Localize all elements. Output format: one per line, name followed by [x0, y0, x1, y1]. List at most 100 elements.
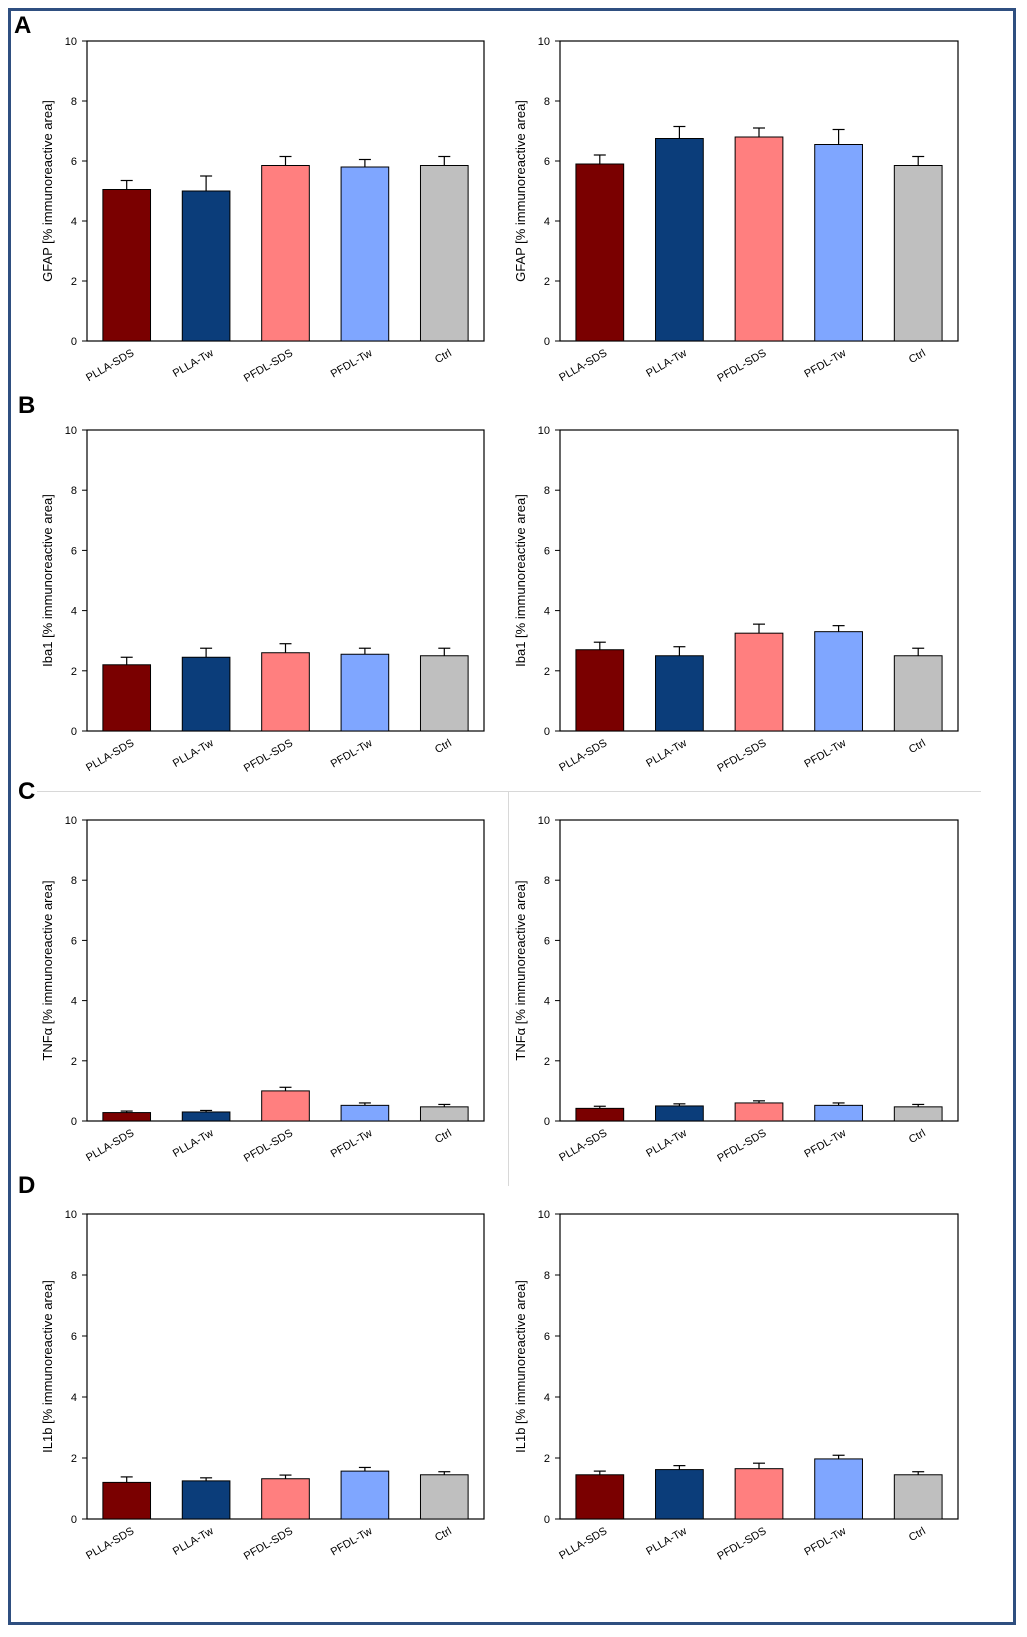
bar-pfdl-tw — [340, 653, 390, 732]
y-axis-label: Iba1 [% immunoreactive area] — [40, 494, 55, 667]
y-tick-label: 0 — [71, 726, 77, 738]
x-tick-label: PFDL-Tw — [802, 347, 848, 380]
x-tick-label: PLLA-SDS — [84, 1525, 136, 1562]
y-tick-label: 0 — [544, 1514, 550, 1526]
x-tick-label: PLLA-Tw — [171, 347, 216, 380]
y-tick-label: 2 — [544, 666, 550, 678]
y-tick-label: 0 — [544, 1116, 550, 1128]
chart-b-right: 0 2 4 6 8 10 Iba1 [% immunoreactive area] PLLA-… — [513, 425, 959, 775]
y-tick-label: 6 — [71, 156, 77, 168]
x-tick-label: Ctrl — [433, 1525, 454, 1544]
x-tick-label: PFDL-SDS — [715, 1525, 768, 1563]
y-tick-label: 6 — [71, 935, 77, 947]
y-tick-label: 2 — [71, 1453, 77, 1465]
y-tick-label: 8 — [71, 875, 77, 887]
x-tick-label: PLLA-SDS — [557, 737, 609, 774]
y-tick-label: 8 — [544, 96, 550, 108]
x-tick-label: PFDL-Tw — [329, 1525, 375, 1558]
y-tick-label: 10 — [538, 1209, 550, 1221]
y-tick-label: 0 — [544, 726, 550, 738]
bar-pfdl-tw — [814, 144, 863, 342]
y-tick-label: 0 — [544, 336, 550, 348]
panel-label-c: C — [18, 778, 36, 805]
y-tick-label: 8 — [71, 1270, 77, 1282]
y-tick-label: 6 — [544, 935, 550, 947]
y-tick-label: 10 — [65, 1209, 77, 1221]
bar-plla-sds — [575, 649, 625, 732]
y-tick-label: 4 — [71, 216, 77, 228]
bar-pfdl-sds — [261, 1478, 310, 1520]
x-tick-label: PFDL-SDS — [242, 1127, 295, 1165]
x-tick-label: PLLA-SDS — [557, 1127, 609, 1164]
panel-label-b: B — [18, 392, 36, 419]
y-tick-label: 10 — [538, 815, 550, 827]
y-tick-label: 4 — [544, 996, 550, 1008]
y-axis-label: GFAP [% immunoreactive area] — [513, 100, 528, 282]
panel-c-vertical-separator — [508, 791, 509, 1186]
y-tick-label: 2 — [544, 1056, 550, 1068]
y-tick-label: 6 — [71, 1331, 77, 1343]
x-tick-label: PFDL-Tw — [802, 1525, 848, 1558]
x-tick-label: PLLA-SDS — [84, 737, 136, 774]
x-tick-label: PLLA-Tw — [171, 1525, 216, 1558]
y-tick-label: 0 — [71, 1514, 77, 1526]
bar-pfdl-tw — [814, 1458, 863, 1520]
x-tick-label: Ctrl — [907, 347, 928, 366]
y-tick-label: 8 — [71, 96, 77, 108]
bar-plla-sds — [575, 1474, 625, 1520]
bar-plla-sds — [102, 189, 152, 342]
bar-pfdl-sds — [734, 136, 784, 342]
x-tick-label: PFDL-SDS — [715, 737, 768, 775]
bar-ctrl — [893, 1474, 943, 1520]
y-axis-label: Iba1 [% immunoreactive area] — [513, 494, 528, 667]
bar-pfdl-tw — [340, 1104, 390, 1122]
x-tick-label: PLLA-SDS — [84, 347, 136, 384]
y-tick-label: 4 — [544, 606, 550, 618]
x-tick-label: PFDL-Tw — [329, 1127, 375, 1160]
x-tick-label: PLLA-SDS — [557, 347, 609, 384]
bar-ctrl — [419, 655, 469, 732]
plot-frame — [86, 819, 485, 1122]
x-tick-label: PLLA-Tw — [644, 347, 689, 380]
plot-frame — [559, 819, 959, 1122]
bar-plla-tw — [655, 655, 704, 732]
x-tick-label: Ctrl — [433, 737, 454, 756]
x-tick-label: PFDL-SDS — [242, 737, 295, 775]
y-tick-label: 0 — [71, 1116, 77, 1128]
x-tick-label: PFDL-SDS — [242, 347, 295, 385]
bar-ctrl — [893, 165, 943, 342]
y-tick-label: 2 — [71, 276, 77, 288]
y-tick-label: 6 — [544, 156, 550, 168]
y-tick-label: 2 — [544, 1453, 550, 1465]
y-tick-label: 6 — [544, 545, 550, 557]
x-tick-label: Ctrl — [433, 1127, 454, 1146]
x-tick-label: PLLA-SDS — [84, 1127, 136, 1164]
y-tick-label: 10 — [538, 36, 550, 48]
panel-label-d: D — [18, 1172, 36, 1199]
x-tick-label: PFDL-SDS — [242, 1525, 295, 1563]
bar-ctrl — [893, 655, 943, 732]
bar-ctrl — [419, 1474, 469, 1520]
plot-frame — [86, 1213, 485, 1520]
y-tick-label: 4 — [71, 1392, 77, 1404]
x-tick-label: PFDL-Tw — [802, 1127, 848, 1160]
bar-plla-tw — [181, 656, 231, 732]
y-tick-label: 2 — [544, 276, 550, 288]
bar-plla-tw — [181, 1480, 231, 1520]
y-axis-label: TNFα [% immunoreactive area] — [40, 880, 55, 1060]
x-tick-label: PLLA-Tw — [644, 1127, 689, 1160]
x-tick-label: PFDL-Tw — [329, 347, 375, 380]
bar-pfdl-tw — [340, 166, 390, 342]
bar-plla-tw — [655, 1105, 704, 1122]
y-tick-label: 10 — [65, 36, 77, 48]
bar-pfdl-sds — [261, 1090, 310, 1122]
bar-plla-sds — [575, 163, 625, 342]
bar-plla-tw — [181, 1111, 231, 1122]
chart-d-right: 0 2 4 6 8 10 IL1b [% immunoreactive area] PLLA-… — [513, 1209, 959, 1563]
y-tick-label: 2 — [71, 666, 77, 678]
chart-c-left: 0 2 4 6 8 10 TNFα [% immunoreactive area] PLLA-… — [40, 815, 485, 1165]
panel-c-separator — [37, 791, 981, 792]
panel-label-a: A — [14, 12, 32, 39]
bar-pfdl-sds — [734, 632, 784, 732]
